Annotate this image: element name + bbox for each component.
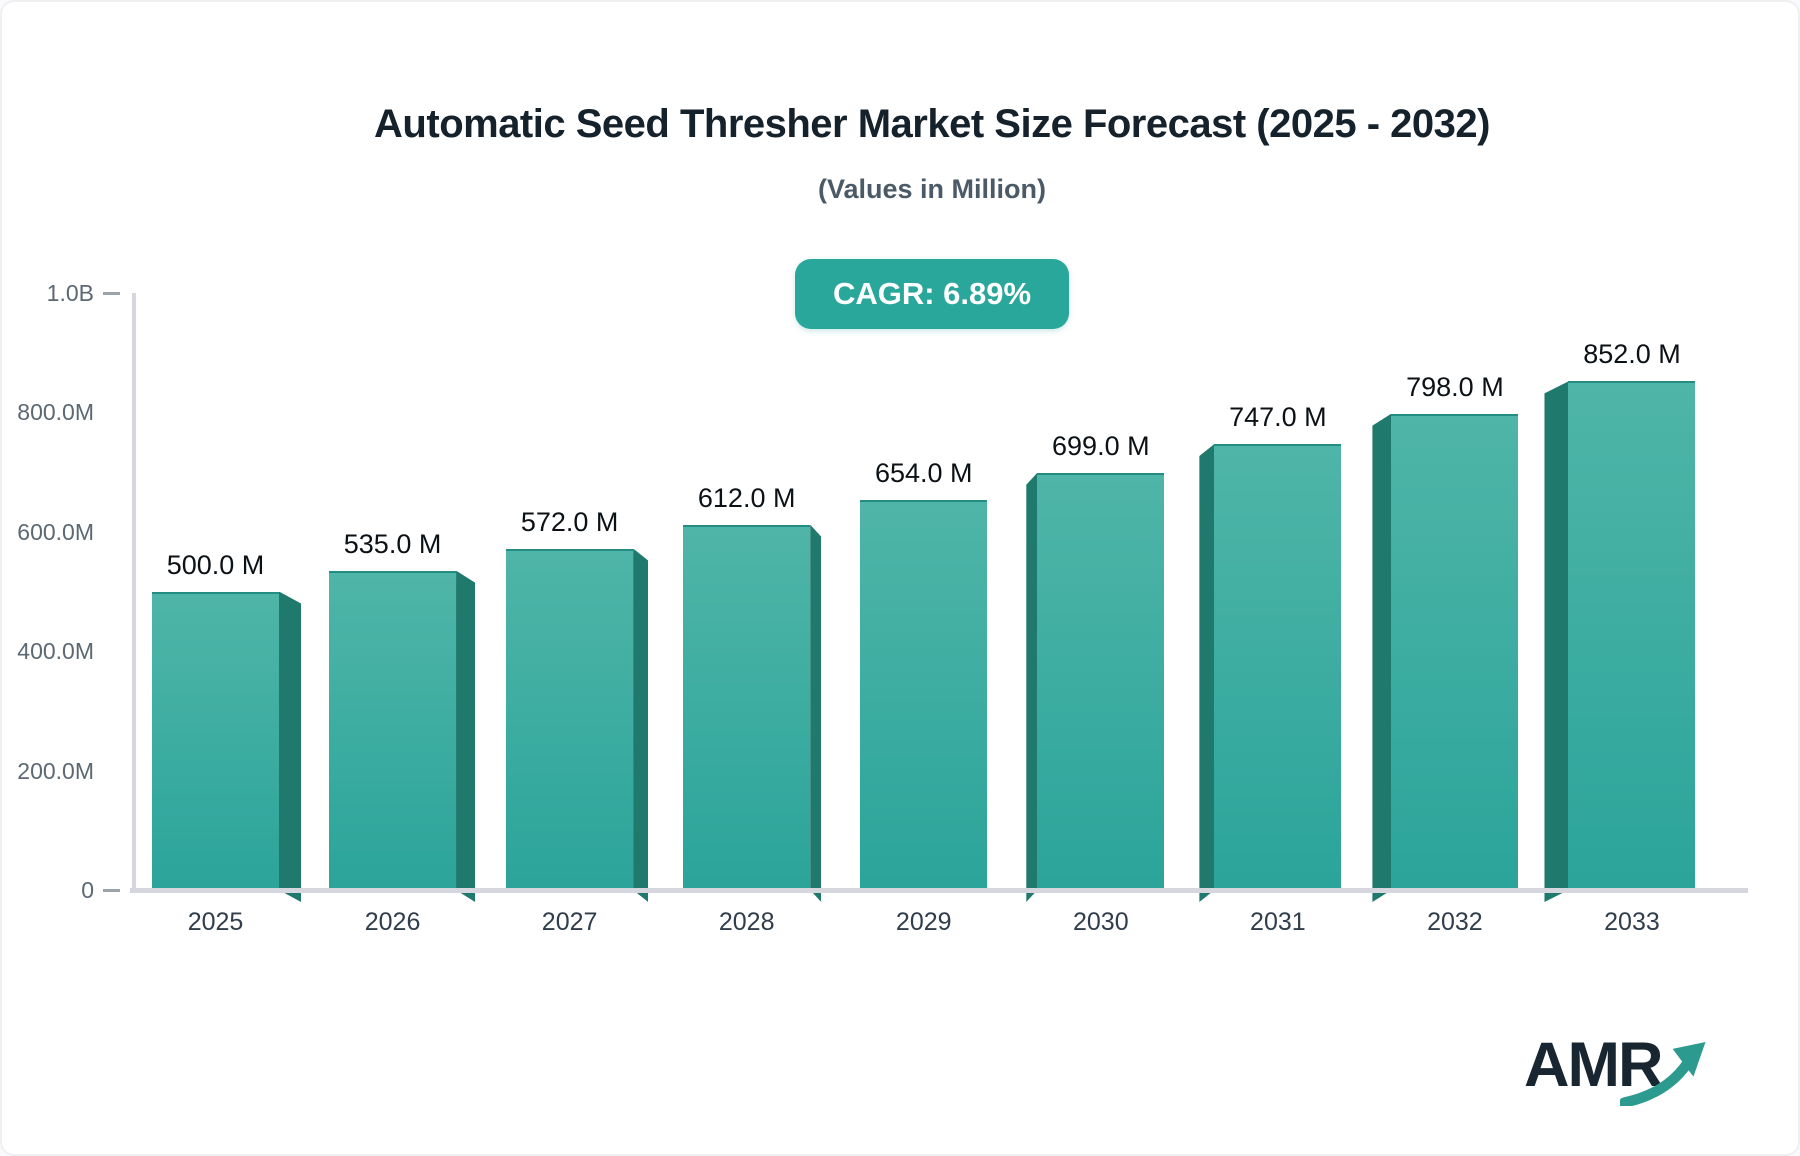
cagr-badge-row: CAGR: 6.89% (62, 259, 1798, 329)
y-axis-tick (103, 889, 120, 892)
y-axis-tick (103, 292, 120, 295)
chart-subtitle: (Values in Million) (817, 174, 1047, 204)
bar-side-face (456, 571, 475, 902)
cagr-badge: CAGR: 6.89% (795, 259, 1069, 329)
bar-side-face (810, 525, 821, 902)
y-axis-label: 800.0M (17, 399, 94, 426)
bar-value-label: 500.0 M (166, 549, 265, 580)
amr-logo-text: AMR (1524, 1030, 1663, 1100)
bar-side-face (1544, 381, 1568, 902)
y-axis-label: 1.0B (46, 280, 94, 306)
x-axis-label: 2026 (364, 908, 421, 936)
bar (860, 499, 988, 890)
bar-value-label: 535.0 M (343, 528, 442, 559)
y-axis-line (132, 293, 136, 890)
bar (1568, 381, 1696, 890)
x-axis-label: 2031 (1250, 908, 1306, 936)
x-axis-label: 2028 (718, 908, 775, 936)
x-axis-label: 2032 (1427, 908, 1483, 936)
y-axis-label: 400.0M (17, 638, 94, 665)
x-axis-label: 2025 (187, 908, 244, 936)
bar-value-label: 852.0 M (1583, 339, 1681, 370)
bar-value-label: 612.0 M (697, 482, 796, 513)
bar-value-label: 699.0 M (1052, 430, 1150, 461)
chart-title: Automatic Seed Thresher Market Size Fore… (374, 102, 1490, 146)
bar-side-face (633, 549, 648, 902)
bar-side-face (279, 592, 301, 903)
bar-side-face (1026, 473, 1037, 902)
bar-value-label: 747.0 M (1229, 402, 1327, 433)
x-axis-line (130, 888, 1748, 893)
bar (1037, 472, 1165, 890)
bar-value-label: 654.0 M (874, 457, 973, 488)
x-axis-label: 2027 (541, 908, 598, 936)
bar (506, 548, 634, 890)
y-axis-label: 200.0M (17, 757, 94, 784)
bar (1214, 444, 1342, 890)
bar (329, 570, 457, 890)
bar-value-label: 572.0 M (520, 506, 619, 537)
bar-side-face (1372, 414, 1391, 902)
bar (152, 591, 279, 890)
bar (1391, 413, 1519, 890)
bar-side-face (1199, 444, 1214, 902)
bar-value-label: 798.0 M (1406, 371, 1504, 402)
amr-logo: AMR (1524, 1030, 1734, 1130)
bar (683, 524, 811, 890)
y-axis-label: 600.0M (17, 518, 94, 545)
x-axis-label: 2029 (895, 908, 952, 936)
x-axis-label: 2030 (1072, 908, 1129, 936)
x-axis-label: 2033 (1604, 908, 1660, 936)
growth-arrow-icon (1620, 1042, 1706, 1106)
y-axis-label: 0 (81, 877, 94, 903)
